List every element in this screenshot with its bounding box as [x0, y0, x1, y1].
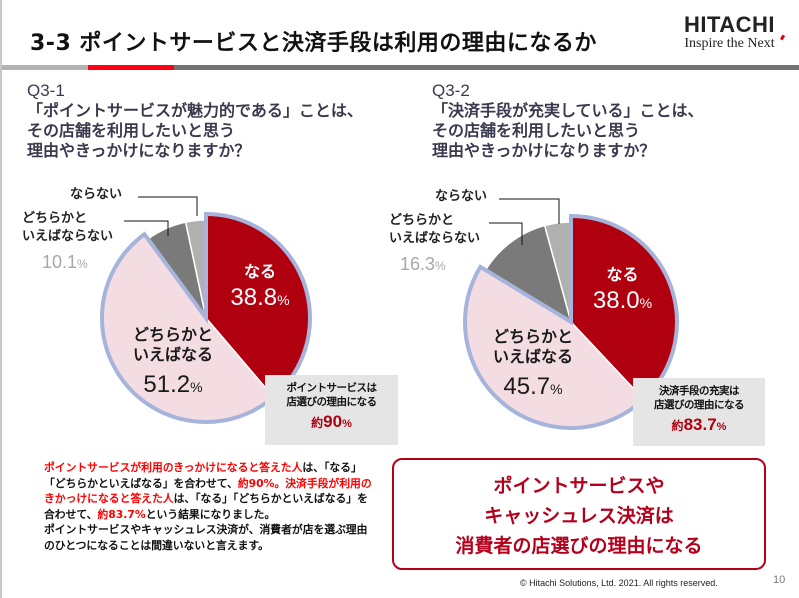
pie-slice-naranai — [184, 219, 207, 319]
slice-number: 38.0 — [592, 287, 640, 314]
summary-prefix: 約 — [311, 416, 324, 430]
copyright: © Hitachi Solutions, Ltd. 2021. All righ… — [520, 578, 718, 588]
summary-line: 店選びの理由になる — [286, 396, 378, 408]
negative-total-value: 16.3% — [400, 254, 446, 275]
summary-line: 店選びの理由になる — [654, 399, 745, 411]
slice-title: いえばなる — [132, 345, 213, 364]
page-number: 10 — [773, 574, 786, 586]
negative-total-value: 10.1% — [42, 252, 88, 273]
percent-unit: % — [190, 379, 203, 395]
question-line: 理由やきっかけになりますか？ — [432, 141, 656, 160]
pie-slice-dochira-naranai — [484, 224, 573, 324]
slice-number: 51.2 — [143, 371, 191, 398]
hitachi-logo: HITACHI Inspire the Next — [667, 14, 792, 52]
logo-tagline-text: Inspire the Next — [684, 36, 775, 51]
slice-title: いえばなる — [492, 347, 573, 366]
body-segment: ポイントサービスやキャッシュレス決済が、消費者が店を選ぶ理由のひとつになることは… — [44, 523, 368, 552]
slice-label-dochira-naru: どちらかと いえばなる 51.2% — [118, 325, 228, 403]
slice-label-naru: なる 38.0% — [585, 265, 660, 319]
body-segment: という結果になりました。 — [145, 507, 276, 521]
label-line: どちらかと — [22, 211, 88, 226]
leader-line-naranai — [499, 198, 560, 224]
label-dochira-naranai: どちらかと いえばならない — [22, 210, 113, 246]
slice-title: どちらかと — [492, 327, 573, 346]
leader-line-dochira-naranai — [489, 222, 523, 245]
body-segment: は、「なる」「どちらかといえばなる」を合わせて、 — [44, 492, 368, 521]
body-segment: ポイントサービスが利用のきっかけになると答えた人 — [44, 461, 303, 474]
slice-value: 51.2% — [118, 369, 228, 403]
percent-unit: % — [77, 257, 88, 271]
logo-tagline: Inspire the Next — [667, 34, 792, 52]
page-title: 3-3 ポイントサービスと決済手段は利用の理由になるか — [30, 31, 597, 56]
question-line: その店舗を利用したいと思う — [432, 121, 641, 140]
callout-line: 消費者の店選びの理由になる — [455, 535, 703, 557]
slice-label-naru: なる 38.8% — [225, 262, 295, 316]
percent-unit: % — [639, 295, 653, 311]
negative-total-number: 10.1 — [42, 252, 78, 272]
percent-unit: % — [277, 292, 290, 308]
slice-value: 45.7% — [478, 371, 588, 405]
question-line: 「決済手段が充実している」ことは、 — [432, 101, 704, 120]
percent-unit: % — [550, 381, 563, 397]
summary-number: 90 — [323, 412, 343, 431]
question-line: 「ポイントサービスが魅力的である」ことは、 — [27, 101, 363, 120]
slice-title: どちらかと — [132, 325, 213, 344]
label-line: いえばならない — [22, 229, 114, 244]
slice-value: 38.0% — [585, 285, 660, 319]
header-rule-gray — [2, 65, 88, 70]
left-edge-rule — [0, 0, 2, 598]
percent-unit: % — [716, 421, 727, 433]
logo-wordmark: HITACHI — [683, 12, 776, 37]
summary-box-q3-1: ポイントサービスは 店選びの理由になる 約90% — [265, 375, 398, 445]
summary-number: 83.7 — [683, 415, 717, 434]
percent-unit: % — [435, 259, 446, 273]
header-rule-dark — [174, 65, 799, 70]
label-naranai: ならない — [70, 187, 123, 202]
slice-label-dochira-naru: どちらかと いえばなる 45.7% — [478, 327, 588, 405]
pie-slice-dochira-naranai — [146, 221, 207, 319]
label-line: いえばならない — [389, 231, 481, 246]
summary-value: 約90% — [265, 412, 398, 432]
summary-line: 決済手段の充実は — [659, 385, 740, 397]
body-segment: は、「なる」「どちらかといえばなる」を合わせて、 — [44, 461, 362, 490]
body-segment: 約83.7% — [97, 507, 146, 521]
slice-title: なる — [243, 262, 276, 281]
callout-line: ポイントサービスや — [493, 475, 665, 497]
logo-red-accent-icon — [779, 34, 786, 41]
slice-number: 38.8 — [230, 284, 278, 311]
conclusion-callout: ポイントサービスや キャッシュレス決済は 消費者の店選びの理由になる — [392, 458, 766, 570]
question-q3-2: Q3-2 「決済手段が充実している」ことは、 その店舗を利用したいと思う 理由や… — [432, 81, 704, 161]
label-line: どちらかと — [389, 213, 455, 228]
question-line: 理由やきっかけになりますか？ — [27, 141, 251, 160]
conclusion-body-text: ポイントサービスが利用のきっかけになると答えた人は、「なる」「どちらかといえばな… — [44, 460, 374, 553]
header-rule-red — [88, 65, 174, 70]
summary-value: 約83.7% — [633, 415, 765, 435]
summary-line: ポイントサービスは — [286, 382, 378, 394]
slice-value: 38.8% — [225, 282, 295, 316]
leader-line-dochira-naranai — [124, 220, 169, 236]
question-id: Q3-1 — [27, 81, 65, 100]
question-id: Q3-2 — [432, 81, 470, 100]
question-q3-1: Q3-1 「ポイントサービスが魅力的である」ことは、 その店舗を利用したいと思う… — [27, 81, 363, 161]
body-segment: 約90%。決済手段が利用のきかっけになると答えた人 — [44, 476, 372, 506]
pie-slice-naranai — [543, 221, 572, 323]
label-dochira-naranai: どちらかと いえばならない — [389, 212, 480, 248]
summary-box-q3-2: 決済手段の充実は 店選びの理由になる 約83.7% — [633, 378, 765, 446]
slice-title: なる — [606, 265, 639, 284]
summary-prefix: 約 — [671, 419, 684, 433]
slice-number: 45.7 — [503, 373, 551, 400]
negative-total-number: 16.3 — [400, 254, 436, 274]
callout-line: キャッシュレス決済は — [484, 505, 674, 527]
question-line: その店舗を利用したいと思う — [27, 121, 236, 140]
leader-line-naranai — [138, 196, 198, 216]
percent-unit: % — [342, 418, 352, 430]
label-naranai: ならない — [435, 189, 488, 204]
